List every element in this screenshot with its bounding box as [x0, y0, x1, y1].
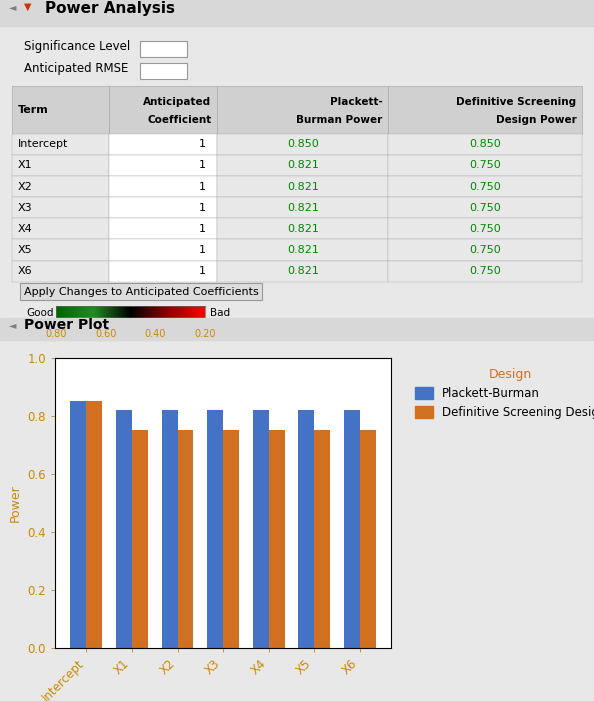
- Text: 0.821: 0.821: [287, 266, 318, 276]
- Text: ◄: ◄: [9, 1, 17, 12]
- Bar: [109, 155, 217, 176]
- Bar: [217, 240, 388, 261]
- Text: 1: 1: [178, 63, 186, 76]
- Y-axis label: Power: Power: [9, 484, 22, 522]
- Bar: [314, 430, 330, 648]
- Text: 0.750: 0.750: [469, 245, 501, 255]
- Text: 0.821: 0.821: [287, 245, 318, 255]
- Bar: [388, 218, 582, 240]
- Text: 0.750: 0.750: [469, 266, 501, 276]
- Bar: [388, 240, 582, 261]
- Text: 0.750: 0.750: [469, 161, 501, 170]
- Text: Definitive Screening: Definitive Screening: [456, 97, 576, 107]
- Bar: [109, 261, 217, 282]
- Text: 1: 1: [199, 224, 206, 234]
- Text: 0.60: 0.60: [95, 329, 116, 339]
- Text: 1: 1: [199, 245, 206, 255]
- Bar: [388, 86, 582, 134]
- Text: 0.80: 0.80: [46, 329, 67, 339]
- Bar: [12, 86, 109, 134]
- Bar: [12, 240, 109, 261]
- Text: 1: 1: [199, 203, 206, 212]
- Bar: [109, 197, 217, 218]
- Bar: [217, 134, 388, 155]
- Text: 1: 1: [199, 139, 206, 149]
- Text: Plackett-: Plackett-: [330, 97, 383, 107]
- Text: X1: X1: [18, 161, 32, 170]
- Text: 0.750: 0.750: [469, 182, 501, 191]
- Bar: [87, 401, 102, 648]
- Text: 0.821: 0.821: [287, 203, 318, 212]
- Text: X6: X6: [18, 266, 32, 276]
- Bar: [217, 155, 388, 176]
- Text: Coefficient: Coefficient: [147, 115, 211, 125]
- Text: Good: Good: [26, 308, 53, 318]
- Bar: [12, 134, 109, 155]
- Bar: [217, 218, 388, 240]
- Text: Bad: Bad: [210, 308, 230, 318]
- Text: 0.821: 0.821: [287, 182, 318, 191]
- Text: 0.05: 0.05: [160, 41, 186, 55]
- Text: Intercept: Intercept: [18, 139, 68, 149]
- Text: Power Analysis: Power Analysis: [45, 1, 175, 15]
- Bar: [178, 430, 194, 648]
- Text: 1: 1: [199, 182, 206, 191]
- Bar: [388, 176, 582, 197]
- Bar: [12, 176, 109, 197]
- Text: 1: 1: [199, 161, 206, 170]
- Text: X4: X4: [18, 224, 32, 234]
- Text: Power Plot: Power Plot: [24, 318, 109, 332]
- Text: 0.821: 0.821: [287, 161, 318, 170]
- Text: 0.821: 0.821: [287, 224, 318, 234]
- Bar: [109, 86, 217, 134]
- Bar: [217, 176, 388, 197]
- Text: 0.850: 0.850: [287, 139, 318, 149]
- Bar: [388, 155, 582, 176]
- Bar: [388, 197, 582, 218]
- Bar: [217, 197, 388, 218]
- Bar: [252, 409, 268, 648]
- Text: X2: X2: [18, 182, 32, 191]
- Bar: [207, 409, 223, 648]
- Bar: [217, 261, 388, 282]
- Bar: [268, 430, 285, 648]
- Bar: [388, 134, 582, 155]
- Text: 0.20: 0.20: [194, 329, 216, 339]
- Bar: [109, 176, 217, 197]
- Bar: [162, 409, 178, 648]
- Bar: [109, 218, 217, 240]
- Text: Design Power: Design Power: [495, 115, 576, 125]
- Text: 0.40: 0.40: [145, 329, 166, 339]
- Bar: [109, 240, 217, 261]
- Text: 0.850: 0.850: [469, 139, 501, 149]
- Bar: [344, 409, 359, 648]
- Bar: [12, 261, 109, 282]
- Bar: [217, 86, 388, 134]
- Text: X3: X3: [18, 203, 32, 212]
- Text: Anticipated: Anticipated: [143, 97, 211, 107]
- Bar: [298, 409, 314, 648]
- Bar: [359, 430, 375, 648]
- Bar: [12, 155, 109, 176]
- Text: 0.750: 0.750: [469, 203, 501, 212]
- Text: Burman Power: Burman Power: [296, 115, 383, 125]
- Text: ◄: ◄: [9, 320, 17, 329]
- Bar: [116, 409, 132, 648]
- Text: Term: Term: [18, 104, 48, 114]
- Bar: [12, 197, 109, 218]
- Bar: [223, 430, 239, 648]
- Text: ▼: ▼: [24, 1, 31, 12]
- Bar: [132, 430, 148, 648]
- Text: Anticipated RMSE: Anticipated RMSE: [24, 62, 128, 75]
- Text: 1: 1: [199, 266, 206, 276]
- Bar: [109, 134, 217, 155]
- Text: Significance Level: Significance Level: [24, 40, 130, 53]
- Bar: [388, 261, 582, 282]
- Bar: [12, 218, 109, 240]
- Text: 0.750: 0.750: [469, 224, 501, 234]
- Legend: Plackett-Burman, Definitive Screening Design: Plackett-Burman, Definitive Screening De…: [410, 363, 594, 423]
- Text: Apply Changes to Anticipated Coefficients: Apply Changes to Anticipated Coefficient…: [24, 287, 258, 297]
- Bar: [71, 401, 87, 648]
- Text: X5: X5: [18, 245, 32, 255]
